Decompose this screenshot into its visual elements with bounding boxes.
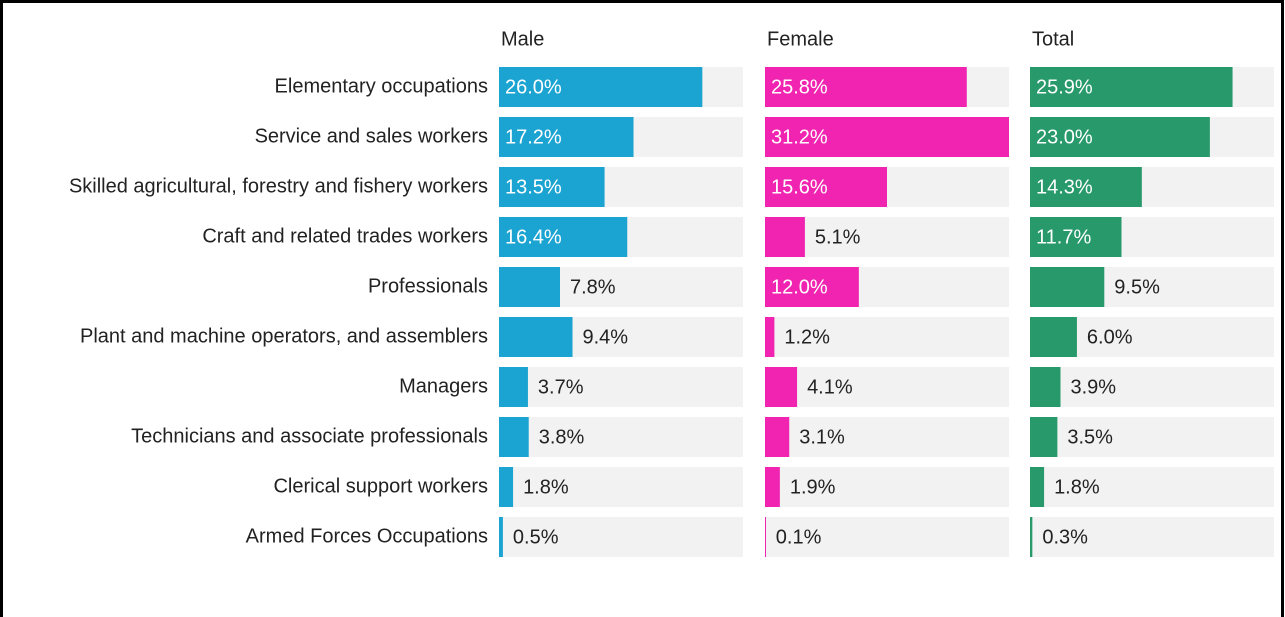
category-label: Craft and related trades workers (202, 225, 488, 247)
bar (499, 167, 605, 207)
value-label: 3.8% (539, 426, 585, 448)
value-label: 9.4% (583, 326, 629, 348)
value-label: 3.1% (799, 426, 845, 448)
value-label: 1.8% (523, 476, 569, 498)
bar (499, 217, 628, 257)
value-label: 12.0% (771, 276, 828, 298)
bar (765, 167, 887, 207)
category-label: Armed Forces Occupations (246, 525, 488, 547)
value-label: 13.5% (505, 176, 562, 198)
value-label: 9.5% (1114, 276, 1160, 298)
bar-background (765, 217, 1009, 257)
value-label: 3.7% (538, 376, 584, 398)
category-label: Elementary occupations (275, 75, 488, 97)
bar-background (765, 417, 1009, 457)
value-label: 15.6% (771, 176, 828, 198)
value-label: 17.2% (505, 126, 562, 148)
bar (1030, 517, 1033, 557)
value-label: 31.2% (771, 126, 828, 148)
bar-background (1030, 367, 1274, 407)
bar (1030, 217, 1122, 257)
value-label: 7.8% (570, 276, 616, 298)
category-label: Service and sales workers (255, 125, 488, 147)
panel-header: Total (1032, 28, 1074, 50)
bar (499, 67, 703, 107)
value-label: 14.3% (1036, 176, 1093, 198)
value-label: 4.1% (807, 376, 853, 398)
bar (765, 67, 967, 107)
bar (1030, 317, 1077, 357)
bar (765, 217, 805, 257)
bar-background (1030, 467, 1274, 507)
bar-background (765, 517, 1009, 557)
bar (1030, 367, 1061, 407)
bar (499, 517, 503, 557)
bar (765, 417, 790, 457)
bar-background (765, 317, 1009, 357)
panel-header: Female (767, 28, 834, 50)
bar (499, 417, 529, 457)
bar (1030, 467, 1045, 507)
category-label: Plant and machine operators, and assembl… (80, 325, 488, 347)
bar (1030, 67, 1233, 107)
value-label: 23.0% (1036, 126, 1093, 148)
category-label: Professionals (368, 275, 488, 297)
value-label: 26.0% (505, 76, 562, 98)
value-label: 0.3% (1042, 526, 1088, 548)
bar (765, 317, 775, 357)
bar-background (765, 467, 1009, 507)
value-label: 1.9% (790, 476, 836, 498)
value-label: 3.5% (1067, 426, 1113, 448)
value-label: 11.7% (1036, 226, 1091, 248)
bar (765, 467, 780, 507)
value-label: 5.1% (815, 226, 861, 248)
panel-header: Male (501, 28, 544, 50)
bar (1030, 117, 1210, 157)
bar (499, 367, 528, 407)
bar-background (1030, 517, 1274, 557)
category-label: Technicians and associate professionals (131, 425, 488, 447)
bar (1030, 267, 1105, 307)
bar-background (499, 367, 743, 407)
bar (499, 467, 514, 507)
value-label: 25.8% (771, 76, 828, 98)
bar (765, 517, 766, 557)
value-label: 6.0% (1087, 326, 1133, 348)
category-label: Clerical support workers (273, 475, 488, 497)
bar (499, 117, 634, 157)
value-label: 25.9% (1036, 76, 1093, 98)
bar (499, 317, 573, 357)
value-label: 1.8% (1054, 476, 1100, 498)
bar-background (499, 517, 743, 557)
category-label: Managers (399, 375, 488, 397)
value-label: 3.9% (1071, 376, 1117, 398)
value-label: 0.1% (776, 526, 822, 548)
value-label: 16.4% (505, 226, 562, 248)
value-label: 1.2% (784, 326, 830, 348)
bar (765, 367, 798, 407)
bar-background (499, 417, 743, 457)
value-label: 0.5% (513, 526, 559, 548)
bar (765, 117, 1009, 157)
bar-background (499, 467, 743, 507)
bar-background (765, 367, 1009, 407)
bar (499, 267, 560, 307)
bar (765, 267, 859, 307)
bar-background (1030, 417, 1274, 457)
bar (1030, 417, 1058, 457)
category-label: Skilled agricultural, forestry and fishe… (69, 175, 488, 197)
bar (1030, 167, 1142, 207)
